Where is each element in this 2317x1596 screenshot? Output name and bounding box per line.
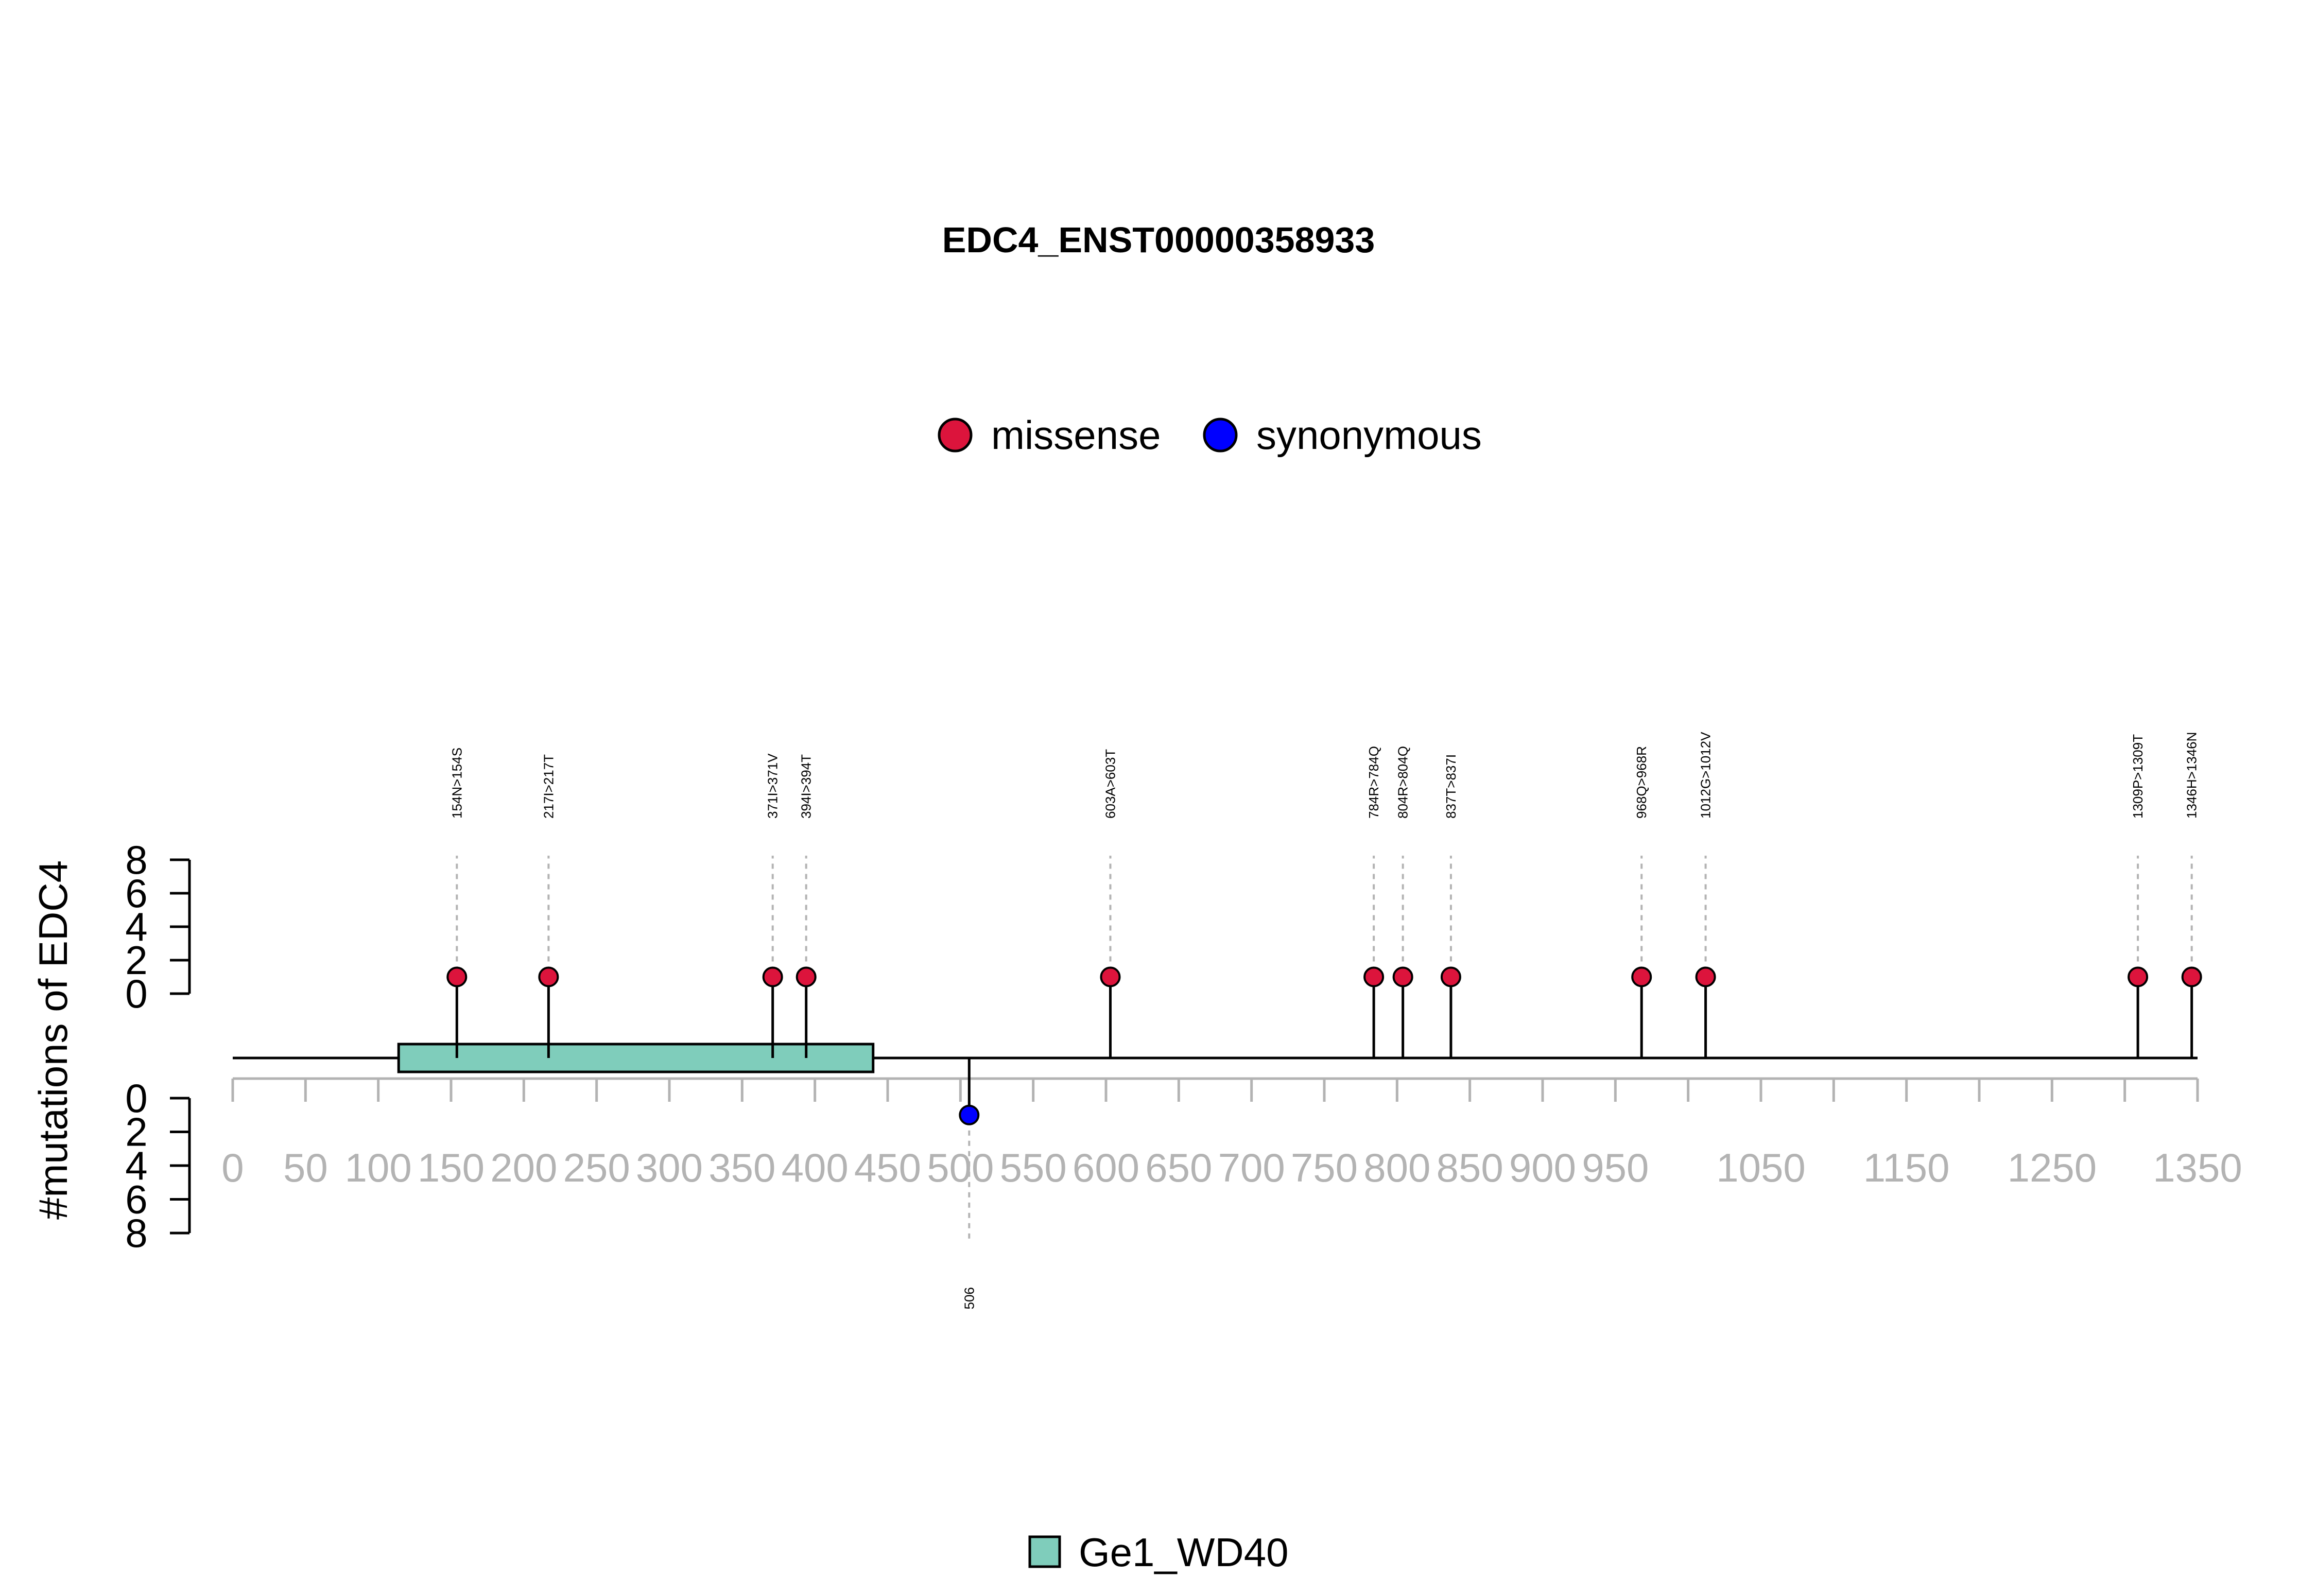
y-tick-label-top: 2 xyxy=(125,938,147,983)
x-tick-label: 350 xyxy=(708,1145,775,1190)
legend-synonymous-marker xyxy=(1203,418,1238,453)
mutation-label: 371I>371V xyxy=(765,753,781,819)
x-tick-label: 500 xyxy=(927,1145,994,1190)
x-tick-label: 50 xyxy=(283,1145,328,1190)
lollipop-head-missense xyxy=(1695,966,1716,987)
x-tick-label: 650 xyxy=(1145,1145,1212,1190)
mutation-lollipops: 154N>154S 217I>217T 371I>371V 394I>394T 603A… xyxy=(446,732,2202,1309)
x-tick-label: 700 xyxy=(1218,1145,1285,1190)
x-tick-label: 1050 xyxy=(1716,1145,1806,1190)
mutation-label: 394I>394T xyxy=(799,754,814,819)
y-tick-label-bottom: 4 xyxy=(125,1143,147,1188)
chart-title: EDC4_ENST00000358933 xyxy=(942,220,1375,260)
y-tick-label-bottom: 0 xyxy=(125,1075,147,1121)
protein-domains xyxy=(397,1043,875,1073)
legend-top: missense synonymous xyxy=(938,412,1482,458)
y-tick-label-bottom: 2 xyxy=(125,1109,147,1155)
lollipop-head-missense xyxy=(796,966,817,987)
legend-domains: Ge1_WD40 xyxy=(1028,1530,1289,1575)
domain-box xyxy=(397,1043,875,1073)
mutation-label: 1346H>1346N xyxy=(2184,732,2200,819)
lollipop-head-missense xyxy=(1100,966,1121,987)
x-tick-label: 900 xyxy=(1509,1145,1576,1190)
lollipop-head-missense xyxy=(1392,966,1413,987)
mutation-label: 603A>603T xyxy=(1102,749,1118,819)
mutation-label: 506 xyxy=(961,1287,977,1309)
lollipop-head-missense xyxy=(446,966,468,987)
legend-domain-label: Ge1_WD40 xyxy=(1079,1530,1289,1575)
y-tick-label-top: 4 xyxy=(125,904,147,949)
x-tick-label: 300 xyxy=(636,1145,703,1190)
x-tick-label: 150 xyxy=(418,1145,485,1190)
lollipop-head-missense xyxy=(1440,966,1461,987)
x-tick-label: 400 xyxy=(782,1145,849,1190)
x-tick-label: 600 xyxy=(1073,1145,1139,1190)
mutation-label: 837T>837I xyxy=(1443,754,1459,819)
x-tick-label: 1150 xyxy=(1863,1145,1950,1190)
x-tick-label: 750 xyxy=(1291,1145,1358,1190)
mutation-label: 154N>154S xyxy=(449,748,464,819)
x-tick-label: 850 xyxy=(1437,1145,1503,1190)
legend-missense-marker xyxy=(938,418,973,453)
y-tick-label-bottom: 6 xyxy=(125,1177,147,1222)
x-tick-label: 250 xyxy=(563,1145,630,1190)
mutation-label: 1012G>1012V xyxy=(1698,732,1714,819)
x-tick-label: 200 xyxy=(490,1145,557,1190)
y-axis-label: #mutations of EDC4 xyxy=(30,860,76,1220)
x-tick-label: 950 xyxy=(1582,1145,1649,1190)
x-tick-label: 100 xyxy=(345,1145,412,1190)
x-tick-label: 1350 xyxy=(2153,1145,2242,1190)
x-tick-label: 550 xyxy=(1000,1145,1067,1190)
mutation-label: 804R>804Q xyxy=(1395,746,1411,819)
lollipop-head-missense xyxy=(2128,966,2149,987)
legend-synonymous-label: synonymous xyxy=(1256,412,1482,458)
lollipop-head-synonymous xyxy=(959,1104,980,1125)
lollipop-head-missense xyxy=(538,966,559,987)
x-tick-label: 800 xyxy=(1363,1145,1430,1190)
legend-missense-label: missense xyxy=(991,412,1161,458)
x-tick-label: 1250 xyxy=(2008,1145,2097,1190)
y-tick-label-top: 0 xyxy=(125,971,147,1016)
legend-domain-swatch xyxy=(1028,1535,1061,1568)
lollipop-head-missense xyxy=(1363,966,1385,987)
mutation-label: 1309P>1309T xyxy=(2130,734,2146,819)
lollipop-head-missense xyxy=(762,966,783,987)
lollipop-head-missense xyxy=(2181,966,2202,987)
y-tick-label-top: 6 xyxy=(125,871,147,916)
mutation-label: 968Q>968R xyxy=(1634,746,1649,819)
x-tick-label: 0 xyxy=(221,1145,244,1190)
lollipop-head-missense xyxy=(1631,966,1652,987)
x-tick-label: 450 xyxy=(854,1145,921,1190)
y-tick-label-top: 8 xyxy=(125,837,147,882)
x-axis: 0 50 100 150 200 250 300 350 400 450 500 550 600 650 7… xyxy=(221,1077,2242,1190)
mutation-label: 784R>784Q xyxy=(1366,746,1381,819)
y-tick-label-bottom: 8 xyxy=(125,1210,147,1256)
mutation-label: 217I>217T xyxy=(541,754,556,819)
